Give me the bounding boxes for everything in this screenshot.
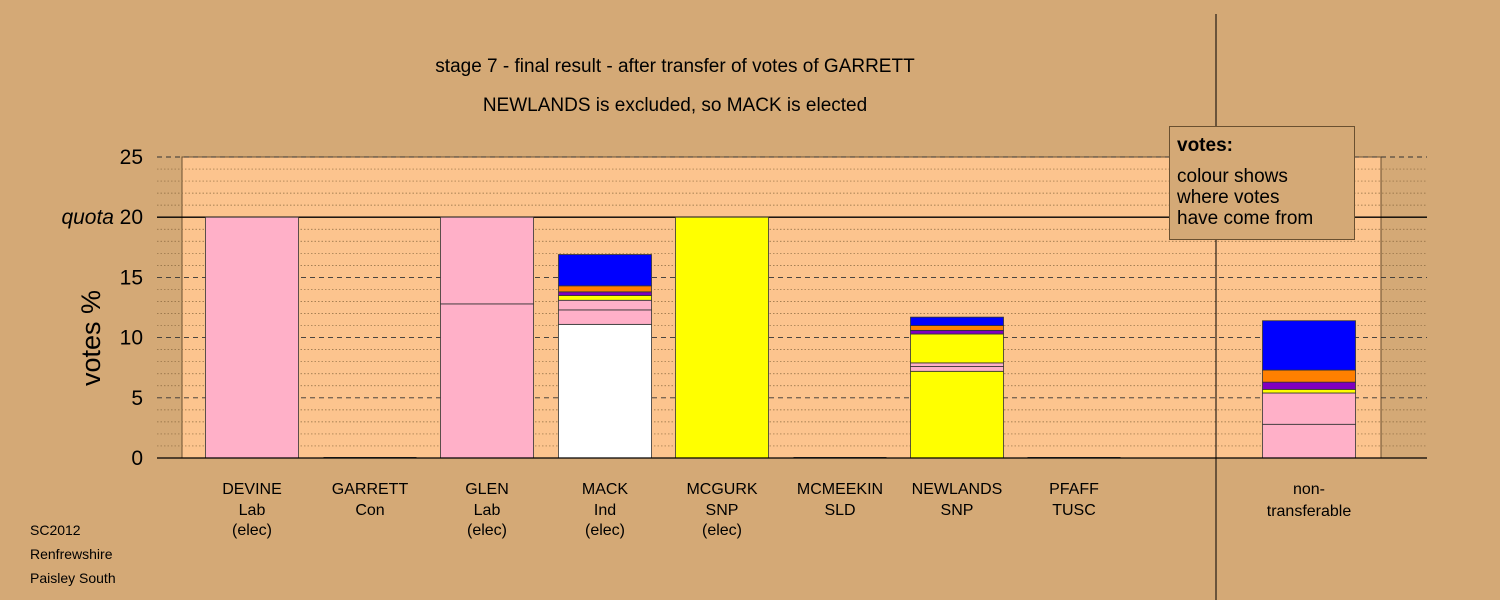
legend-title: votes:	[1177, 135, 1233, 156]
x-tick-label: MCGURK	[686, 481, 757, 498]
x-tick-label: MACK	[582, 481, 629, 498]
bar-segment	[910, 333, 1004, 364]
bar-segment	[1262, 381, 1356, 390]
bar-segment	[558, 295, 652, 301]
bar-segment	[558, 309, 652, 325]
x-tick-label: (elec)	[585, 522, 625, 539]
bar-segment	[1262, 369, 1356, 383]
y-tick-label: 10	[120, 327, 143, 350]
x-tick-label: Lab	[239, 502, 266, 519]
y-tick-label: 15	[120, 266, 143, 289]
x-tick-label: SLD	[824, 502, 855, 519]
bar-segment	[910, 316, 1004, 326]
bar-segment	[205, 216, 299, 459]
x-tick-label: (elec)	[467, 522, 507, 539]
x-tick-label: Lab	[474, 502, 501, 519]
legend-line: colour shows	[1177, 166, 1288, 187]
chart-subtitle: NEWLANDS is excluded, so MACK is elected	[483, 95, 867, 116]
quota-label: quota	[61, 206, 114, 229]
x-tick-label: GLEN	[465, 481, 509, 498]
x-tick-label: non-	[1293, 481, 1325, 498]
bar-segment	[910, 366, 1004, 372]
x-tick-label: MCMEEKIN	[797, 481, 883, 498]
bar-segment	[1262, 320, 1356, 371]
bar-segment	[440, 216, 534, 305]
bar-segment	[910, 329, 1004, 335]
bar-segment	[558, 323, 652, 459]
x-tick-label: SNP	[706, 502, 739, 519]
x-tick-label: (elec)	[232, 522, 272, 539]
footer-council: Renfrewshire	[30, 546, 113, 562]
y-tick-label: 5	[131, 387, 143, 410]
x-tick-label: NEWLANDS	[912, 481, 1003, 498]
bar-segment	[1262, 423, 1356, 459]
y-tick-label: 25	[120, 146, 143, 169]
x-tick-label: Ind	[594, 502, 616, 519]
footer-election: SC2012	[30, 522, 81, 538]
x-tick-label: (elec)	[702, 522, 742, 539]
legend-line: where votes	[1177, 187, 1280, 208]
bar-segment	[558, 299, 652, 311]
bar-segment	[910, 370, 1004, 459]
bar-segment	[558, 285, 652, 293]
bar-segment	[910, 325, 1004, 331]
y-axis-label: votes %	[76, 290, 106, 386]
bar-segment	[558, 291, 652, 296]
bar-segment	[1262, 392, 1356, 425]
x-tick-label: DEVINE	[222, 481, 282, 498]
bar-segment	[1262, 388, 1356, 394]
footer-ward: Paisley South	[30, 570, 116, 586]
x-tick-label: TUSC	[1052, 502, 1096, 519]
x-tick-label: Con	[355, 502, 384, 519]
legend-box: votes: colour shows where votes have com…	[1169, 126, 1355, 240]
x-tick-label: GARRETT	[332, 481, 409, 498]
y-tick-label: 0	[131, 447, 143, 470]
bar-segment	[558, 254, 652, 287]
legend-line: have come from	[1177, 208, 1314, 229]
x-tick-label: transferable	[1267, 503, 1352, 520]
x-tick-label: PFAFF	[1049, 481, 1099, 498]
chart-title: stage 7 - final result - after transfer …	[435, 56, 915, 77]
x-tick-label: SNP	[941, 502, 974, 519]
y-tick-label: 20	[120, 206, 143, 229]
bar-segment	[675, 216, 769, 459]
bar-segment	[440, 303, 534, 459]
bar-segment	[910, 362, 1004, 367]
